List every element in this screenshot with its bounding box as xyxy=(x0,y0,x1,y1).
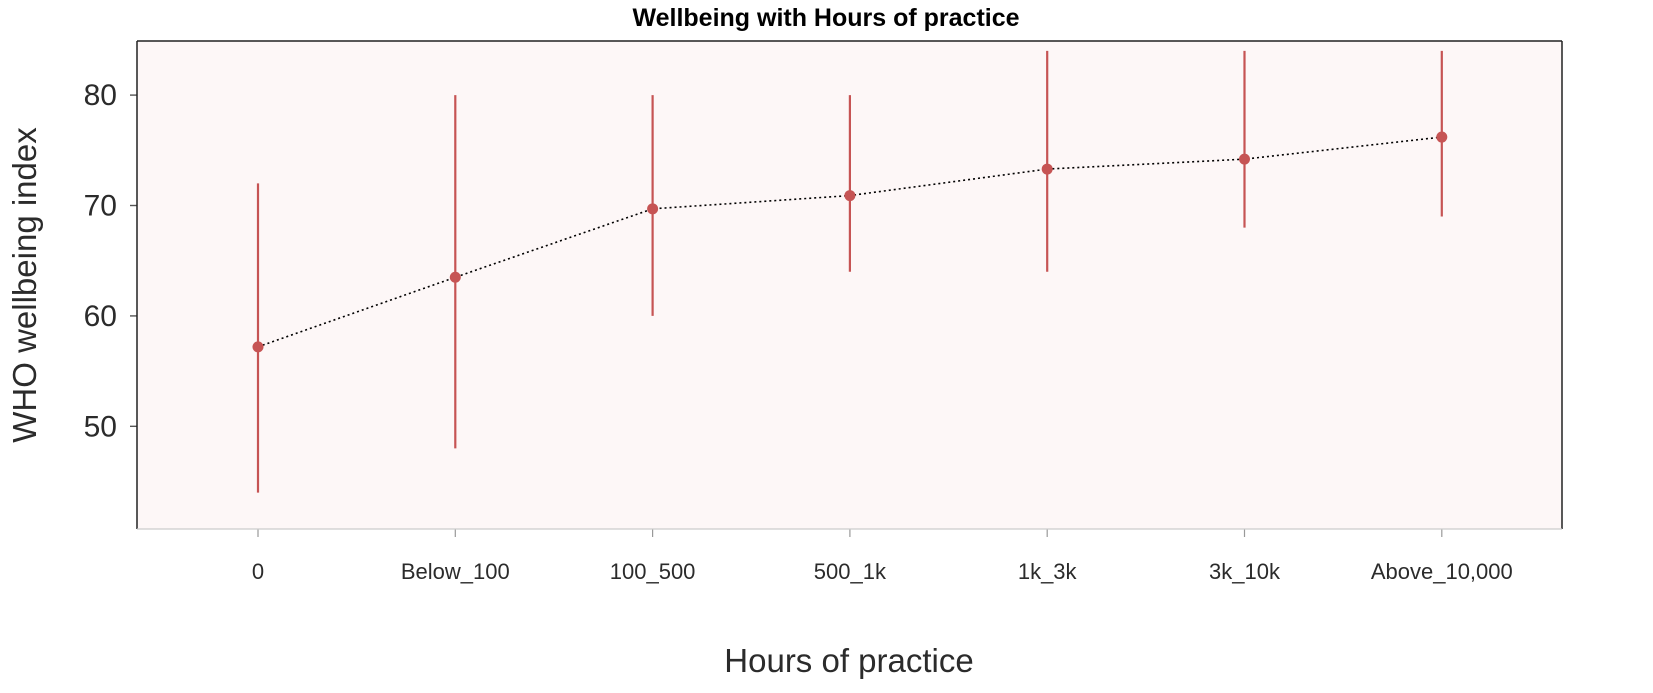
data-point xyxy=(252,341,264,353)
x-tick-label: 100_500 xyxy=(610,559,696,584)
data-point xyxy=(1239,153,1250,165)
x-axis: 0 Below_100 100_500 500_1k 1k_3k 3k_10k Above_… xyxy=(252,529,1513,584)
x-tick-label: 0 xyxy=(252,559,264,584)
y-tick-label: 80 xyxy=(84,79,117,112)
x-tick-label: Below_100 xyxy=(401,559,510,584)
y-axis-title: WHO wellbeing index xyxy=(6,127,43,443)
data-point xyxy=(844,190,856,202)
y-tick-label: 70 xyxy=(84,190,117,223)
data-points xyxy=(252,131,1448,353)
y-tick-label: 50 xyxy=(84,410,117,443)
x-tick-label: 3k_10k xyxy=(1209,559,1281,584)
data-point xyxy=(647,203,659,215)
data-point xyxy=(1041,163,1053,175)
data-point xyxy=(1436,131,1448,143)
x-tick-label: 500_1k xyxy=(814,559,887,584)
x-tick-label: 1k_3k xyxy=(1018,559,1078,584)
y-tick-label: 60 xyxy=(84,300,117,333)
chart-title: Wellbeing with Hours of practice xyxy=(632,4,1019,32)
y-axis: 50 60 70 80 xyxy=(84,79,137,443)
data-point xyxy=(449,271,461,283)
x-axis-title: Hours of practice xyxy=(724,642,973,679)
x-tick-label: Above_10,000 xyxy=(1371,559,1513,584)
